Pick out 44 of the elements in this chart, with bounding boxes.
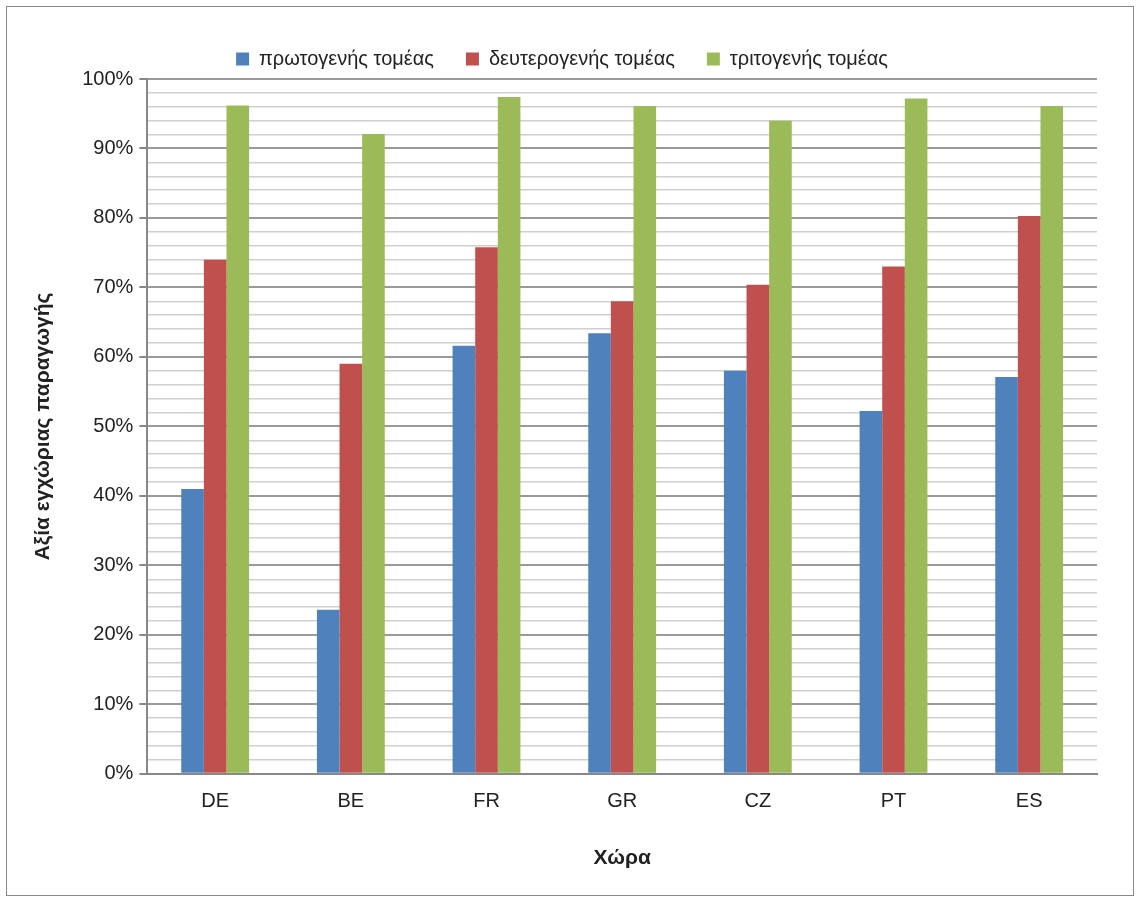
y-tick-label: 90% (93, 136, 134, 158)
y-axis-title: Αξία εγχώριας παραγωγής (30, 292, 55, 561)
bar (362, 133, 385, 773)
y-tick-label: 30% (93, 552, 134, 575)
legend-label: πρωτογενής τομέας (259, 46, 435, 69)
bar (339, 363, 363, 773)
y-tick-label: 40% (93, 483, 134, 506)
bar (588, 333, 611, 773)
y-tick-label: 0% (104, 761, 134, 784)
x-tick-label: CZ (744, 789, 772, 812)
bar (746, 284, 770, 773)
y-tick-label: 100% (82, 66, 134, 89)
y-tick-label: 50% (93, 413, 134, 436)
y-tick-label: 10% (93, 691, 134, 714)
bar (769, 120, 792, 773)
y-tick-label: 60% (93, 344, 134, 367)
bar (452, 345, 476, 773)
x-tick-label: GR (607, 789, 638, 812)
bar (203, 259, 227, 773)
bar (882, 266, 905, 773)
bar (475, 247, 498, 773)
bar (181, 488, 204, 773)
legend-label: τριτογενής τομέας (729, 46, 889, 69)
y-tick-label: 20% (93, 622, 134, 645)
bar (316, 609, 340, 773)
y-tick-label: 80% (93, 205, 134, 228)
bar (904, 98, 928, 773)
x-tick-label: FR (473, 789, 500, 812)
bar (1040, 106, 1064, 773)
legend-label: δευτερογενής τομέας (488, 46, 676, 69)
x-tick-label: BE (337, 789, 365, 812)
bar (723, 370, 747, 773)
bar (995, 377, 1018, 773)
x-axis-title: Χώρα (593, 845, 651, 869)
x-tick-label: DE (201, 789, 230, 812)
x-tick-label: ES (1015, 789, 1043, 812)
bar (859, 411, 883, 773)
y-tick-label: 70% (93, 274, 134, 297)
bar (226, 105, 250, 773)
x-tick-label: PT (880, 789, 907, 812)
bar (497, 97, 521, 773)
bar (610, 301, 634, 773)
bar (633, 106, 657, 773)
bar (1017, 215, 1041, 773)
